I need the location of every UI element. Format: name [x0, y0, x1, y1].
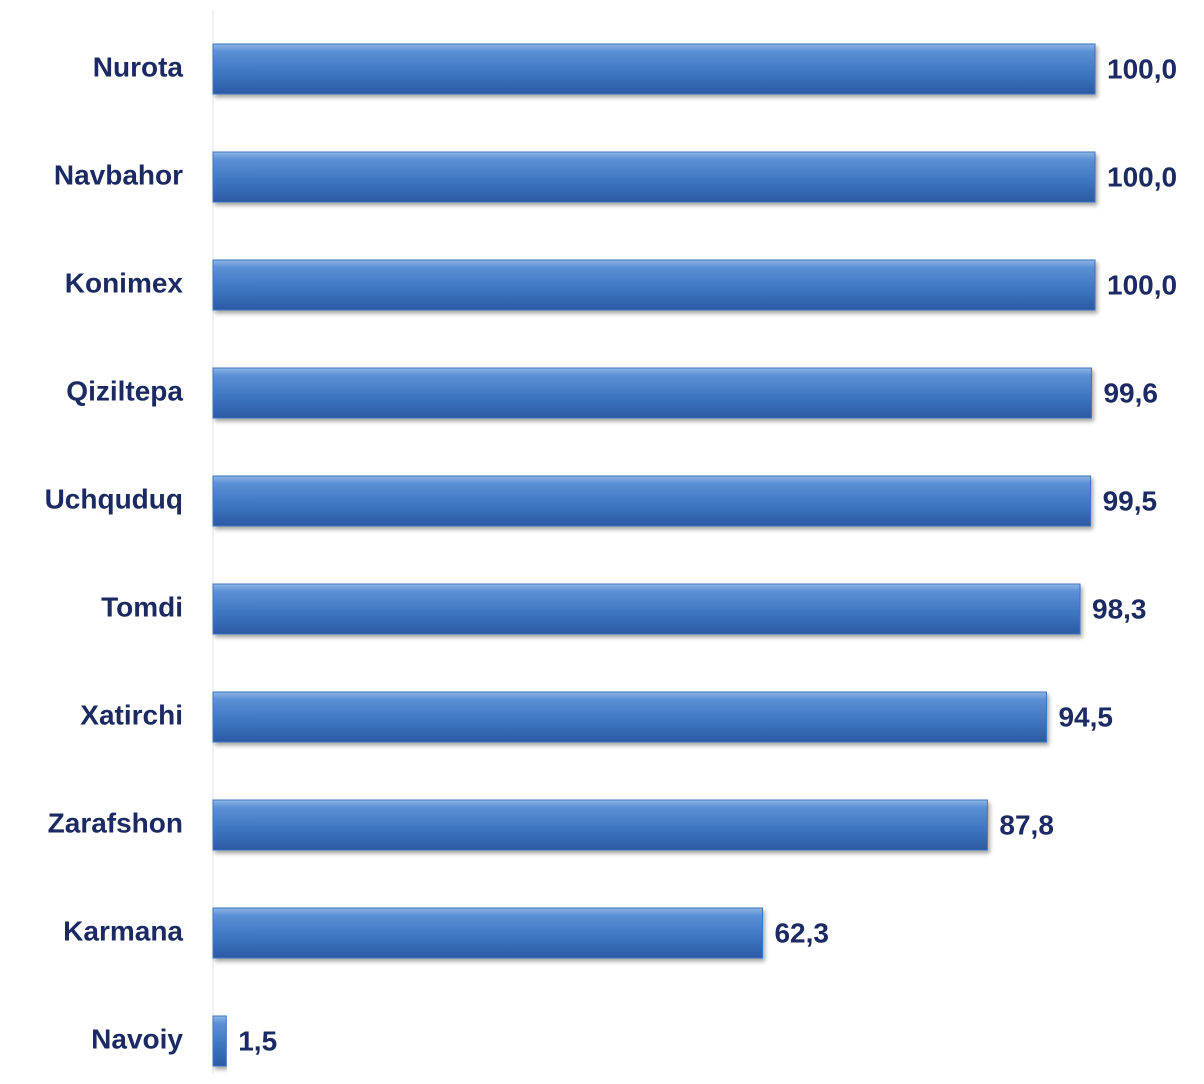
y-tick-label: Konimex [65, 267, 184, 298]
bar [212, 1015, 227, 1067]
bar [212, 583, 1081, 635]
value-label: 1,5 [238, 1025, 277, 1056]
y-tick-label: Uchquduq [45, 483, 183, 514]
value-label: 100,0 [1107, 161, 1177, 192]
y-tick-label: Qiziltepa [66, 375, 183, 406]
bar [212, 151, 1096, 203]
bar [212, 691, 1047, 743]
value-label: 62,3 [774, 917, 829, 948]
bar [212, 907, 763, 959]
y-tick-label: Zarafshon [48, 807, 183, 838]
bar [212, 799, 988, 851]
value-label: 99,5 [1103, 485, 1158, 516]
value-label: 94,5 [1058, 701, 1113, 732]
value-label: 98,3 [1092, 593, 1147, 624]
y-tick-label: Navbahor [54, 159, 183, 190]
value-label: 100,0 [1107, 269, 1177, 300]
value-label: 87,8 [999, 809, 1054, 840]
bar [212, 367, 1092, 419]
y-tick-label: Nurota [93, 51, 184, 82]
value-label: 100,0 [1107, 53, 1177, 84]
bar [212, 259, 1096, 311]
y-tick-label: Navoiy [91, 1023, 183, 1054]
y-tick-label: Xatirchi [80, 699, 183, 730]
y-tick-label: Tomdi [101, 591, 183, 622]
bar [212, 43, 1096, 95]
y-tick-label: Karmana [63, 915, 183, 946]
value-label: 99,6 [1103, 377, 1158, 408]
bar [212, 475, 1092, 527]
